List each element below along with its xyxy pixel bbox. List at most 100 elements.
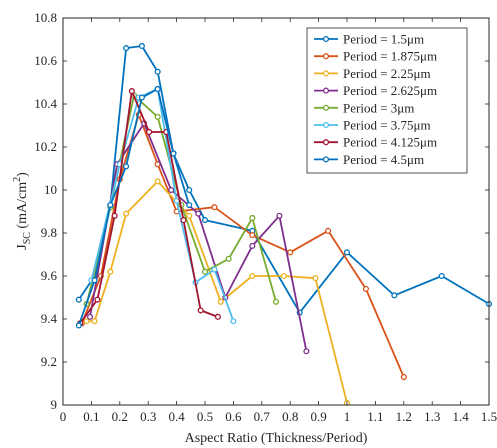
data-point <box>75 322 82 329</box>
y-tick-label: 10.6 <box>34 53 57 68</box>
data-point <box>138 94 145 101</box>
x-tick-label: 0.7 <box>254 409 271 424</box>
data-point <box>249 232 256 239</box>
data-point <box>400 373 407 381</box>
data-point <box>146 128 153 136</box>
data-point <box>272 298 280 305</box>
data-point <box>128 88 135 95</box>
data-point <box>230 318 237 325</box>
legend-entry: Period = 2.625μm <box>314 83 437 98</box>
x-axis-ticks: 0 0.1 0.2 0.3 0.4 0.5 0.6 0.7 0.8 0.9 1 1.1 1.2 1.3 1.… <box>60 18 497 424</box>
data-point <box>201 217 209 224</box>
y-tick-label: 10.2 <box>34 139 57 154</box>
legend-swatch-marker <box>322 156 330 163</box>
data-point <box>111 212 118 219</box>
legend-entry: Period = 4.125μm <box>314 135 437 150</box>
legend-swatch-marker <box>322 87 330 94</box>
x-tick-label: 0.4 <box>168 409 185 424</box>
data-point <box>86 313 94 320</box>
data-point <box>362 285 369 292</box>
data-point <box>123 45 130 52</box>
data-point <box>249 272 256 280</box>
y-tick-label: 10.4 <box>34 96 57 111</box>
x-tick-label: 1.3 <box>424 409 440 424</box>
data-point <box>107 268 114 275</box>
data-point <box>217 298 224 305</box>
legend-swatch-marker <box>322 35 330 43</box>
data-point <box>123 163 130 170</box>
data-point <box>312 275 319 282</box>
data-point <box>91 277 98 284</box>
legend-swatch-marker <box>322 121 330 129</box>
y-tick-label: 10.8 <box>34 10 57 25</box>
x-tick-label: 0.1 <box>83 409 99 424</box>
y-tick-label: 9.8 <box>41 225 57 240</box>
x-tick-label: 1.2 <box>396 409 412 424</box>
data-point <box>249 214 256 222</box>
legend-entry: Period = 1.875μm <box>314 49 437 64</box>
data-point <box>83 318 90 325</box>
legend-label: Period = 3μm <box>343 100 414 115</box>
data-point <box>249 242 256 249</box>
y-tick-label: 10 <box>44 182 57 197</box>
series-layer <box>75 42 493 406</box>
data-point <box>225 255 232 262</box>
data-point <box>168 186 175 194</box>
data-point <box>325 227 332 234</box>
data-point <box>154 178 161 185</box>
data-point <box>211 266 218 273</box>
data-point <box>94 296 101 303</box>
data-point <box>186 212 193 219</box>
legend-swatch-marker <box>322 104 330 111</box>
series-8 <box>75 85 193 329</box>
x-tick-label: 0 <box>60 409 67 424</box>
legend-swatch-marker <box>322 139 330 146</box>
x-tick-label: 0.5 <box>197 409 213 424</box>
data-point <box>438 272 445 280</box>
series-4 <box>86 120 310 355</box>
data-point <box>201 268 209 275</box>
data-point <box>214 313 221 320</box>
legend-entry: Period = 3μm <box>314 100 414 115</box>
x-tick-label: 0.8 <box>282 409 298 424</box>
data-point <box>170 150 177 157</box>
legend-entry: Period = 1.5μm <box>314 32 424 47</box>
x-tick-label: 1.4 <box>452 409 469 424</box>
data-point <box>303 348 310 355</box>
data-point <box>138 42 145 49</box>
legend-entry: Period = 4.5μm <box>314 152 424 167</box>
data-point <box>186 202 193 209</box>
plot-frame <box>62 17 490 406</box>
data-point <box>195 210 202 217</box>
legend-label: Period = 2.625μm <box>343 83 437 98</box>
y-tick-label: 9.2 <box>41 354 57 369</box>
legend: Period = 1.5μm Period = 1.875μm Period = 2… <box>306 27 468 174</box>
x-axis-label: Aspect Ratio (Thickness/Period) <box>185 431 368 446</box>
legend-swatch-marker <box>322 53 330 60</box>
x-tick-label: 0.3 <box>140 409 156 424</box>
x-tick-label: 1.1 <box>367 409 383 424</box>
legend-label: Period = 4.5μm <box>343 152 424 167</box>
data-point <box>75 296 82 303</box>
legend-box <box>306 27 468 174</box>
y-axis-ticks: 9 9.2 9.4 9.6 9.8 10 10.2 10.4 10.6 10.8 <box>34 10 489 412</box>
y-tick-label: 9 <box>51 397 58 412</box>
y-tick-label: 9.4 <box>41 311 58 326</box>
data-point <box>186 186 193 194</box>
data-point <box>154 68 161 75</box>
data-point <box>154 113 161 120</box>
data-point <box>276 212 283 219</box>
legend-label: Period = 3.75μm <box>343 118 431 133</box>
legend-label: Period = 1.875μm <box>343 49 437 64</box>
data-point <box>280 272 287 280</box>
x-tick-label: 0.9 <box>310 409 326 424</box>
y-axis-label: JSC (mA/cm2) <box>12 172 33 250</box>
x-tick-label: 0.6 <box>225 409 242 424</box>
data-point <box>180 217 187 224</box>
data-point <box>154 85 161 92</box>
x-tick-label: 1.5 <box>481 409 497 424</box>
data-point <box>343 249 351 256</box>
x-tick-label: 0.2 <box>112 409 128 424</box>
